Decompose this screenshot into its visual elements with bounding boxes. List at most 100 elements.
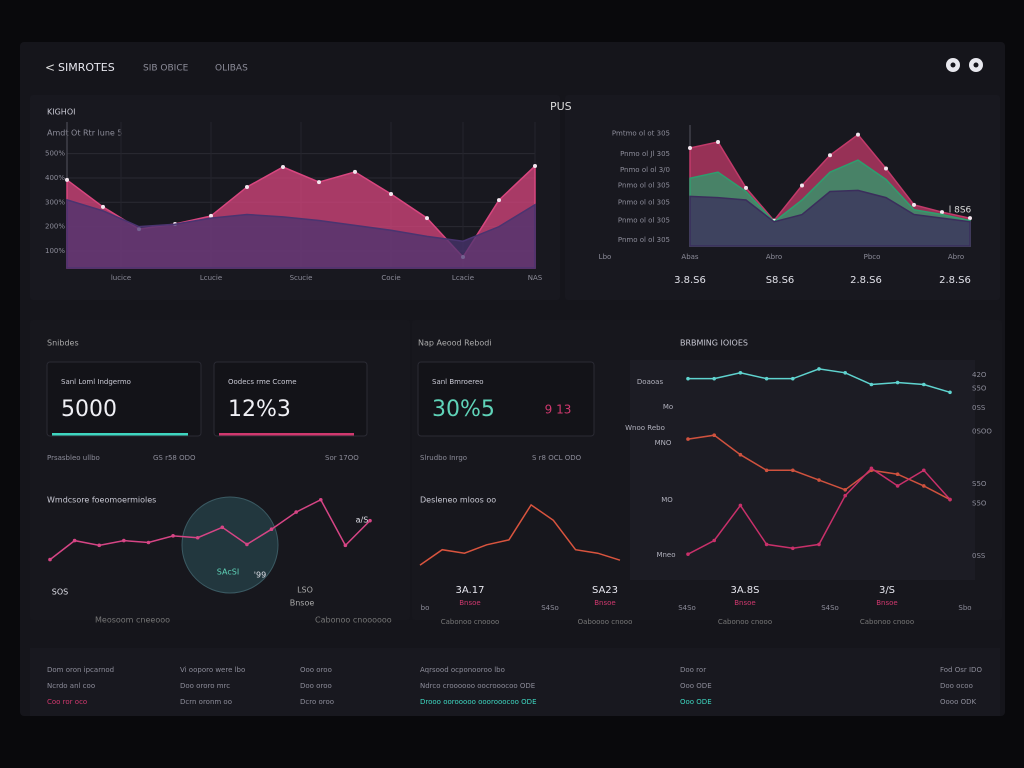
data-point [686, 552, 690, 556]
stat-note: Oaboooo cnooo [578, 618, 633, 626]
data-point [922, 468, 926, 473]
data-point [72, 538, 77, 543]
data-point [817, 478, 821, 482]
data-point [318, 497, 323, 502]
y-tick-label: 200% [45, 223, 65, 231]
data-point [912, 202, 916, 207]
y-tick-label: S5O [972, 480, 987, 488]
kpi-value: 12%3 [228, 397, 291, 422]
stat-value: 3A.8S [731, 585, 760, 596]
stat-value: 3.8.S6 [674, 275, 706, 286]
data-point [764, 468, 769, 473]
axis-label: MNO [655, 439, 672, 447]
chart-title: Desleneo mloos oo [420, 496, 496, 505]
nav-tab[interactable]: SIB OBICE [143, 64, 189, 74]
kpi-title: Oodecs rme Ccome [228, 378, 297, 386]
x-tick-label: Lcucie [200, 274, 222, 282]
footer-panel [30, 648, 1000, 716]
kpi-card [213, 361, 368, 437]
data-point [97, 543, 102, 548]
icon-glyph [950, 62, 956, 68]
kpi-title: Sanl Loml Indgermo [61, 378, 131, 386]
kpi-note: Prsasbleo ullbo [47, 454, 100, 462]
data-point [948, 390, 952, 395]
annotation: Cabonoo cnoooooo [315, 616, 392, 625]
data-point [195, 535, 200, 540]
stat-small: S4So [541, 604, 559, 612]
corner-label: Lbo [599, 253, 612, 261]
footer-text: Vi ooporo were lbo [180, 666, 245, 674]
footer-text: Dcro oroo [300, 698, 334, 706]
kpi-value: 30%5 [432, 397, 495, 422]
stat-label: Bnsoe [459, 599, 480, 607]
data-point [317, 180, 321, 185]
kpi-note: GS r58 ODO [153, 454, 196, 462]
annotation: LSO [297, 586, 313, 595]
nav-tab[interactable]: OLIBAS [215, 64, 248, 74]
icon-glyph [973, 62, 979, 68]
footer-text: Ooo oroo [300, 666, 332, 674]
data-point [245, 542, 249, 547]
footer-text: Ooo ODE [680, 698, 712, 706]
data-point [294, 510, 298, 514]
stat-note: Cabonoo cnoooo [441, 618, 500, 626]
footer-text: Doo oroo [300, 682, 332, 690]
panel [565, 95, 1000, 300]
stat-small: S4So [678, 604, 696, 612]
y-tick-label: 300% [45, 198, 65, 206]
stat-value: 2.8.S6 [850, 275, 882, 286]
y-tick-label: Pnmo ol ol 3/0 [620, 166, 670, 174]
stat-label: Bnsoe [876, 599, 897, 607]
back-button[interactable]: < [45, 61, 55, 75]
stat-value: 2.8.S6 [939, 275, 971, 286]
kpi-bar [219, 433, 354, 436]
chart-subtitle: Amdt Ot Rtr lune 5 [47, 129, 122, 138]
data-point [533, 164, 537, 169]
y-tick-label: S5O [972, 384, 987, 392]
data-point [895, 380, 900, 385]
axis-label: Doaoas [637, 378, 664, 386]
stat-value: 3A.17 [456, 585, 485, 596]
x-tick-label: Lcacie [452, 274, 474, 282]
x-tick-label: Pbco [864, 253, 881, 261]
y-tick-label: Pnmo ol ol 305 [618, 236, 670, 244]
y-tick-label: 100% [45, 247, 65, 255]
stat-note: Cabonoo cnooo [718, 618, 772, 626]
data-point [828, 153, 832, 158]
section-title: Nap Aeood Rebodi [418, 339, 492, 348]
data-point [389, 192, 393, 197]
annotation: Meosoom cneeooo [95, 616, 170, 625]
data-point [817, 542, 821, 547]
data-point [791, 546, 795, 551]
y-tick-label: 0SOO [972, 427, 992, 435]
stat-note: Cabonoo cnooo [860, 618, 914, 626]
footer-text: Coo ror oco [47, 698, 87, 706]
area [66, 198, 536, 269]
data-point [209, 213, 213, 218]
y-tick-label: Pnmo ol ol 305 [618, 182, 670, 190]
y-tick-label: 42O [972, 371, 987, 379]
annotation: '99 [254, 571, 266, 580]
data-point [843, 493, 847, 498]
kpi-value: 5000 [61, 397, 117, 422]
y-tick-label: 0SS [972, 552, 986, 560]
annotation: Bnsoe [290, 599, 315, 608]
stat-value: 3/S [879, 585, 895, 596]
kpi-note: S r8 OCL ODO [532, 454, 582, 462]
data-point [686, 437, 690, 441]
x-tick-label: Abas [681, 253, 699, 261]
panel [630, 360, 975, 580]
axis-label: Mo [663, 403, 673, 411]
data-point [843, 371, 847, 375]
footer-text: Dcrn oronm oo [180, 698, 232, 706]
data-point [716, 139, 720, 144]
data-point [425, 216, 429, 221]
data-point [817, 367, 821, 371]
data-point [712, 538, 716, 543]
data-point [922, 484, 926, 488]
data-point [940, 210, 944, 215]
footer-text: Oooo ODK [940, 698, 976, 706]
kpi-note: Sor 17OO [325, 454, 359, 462]
